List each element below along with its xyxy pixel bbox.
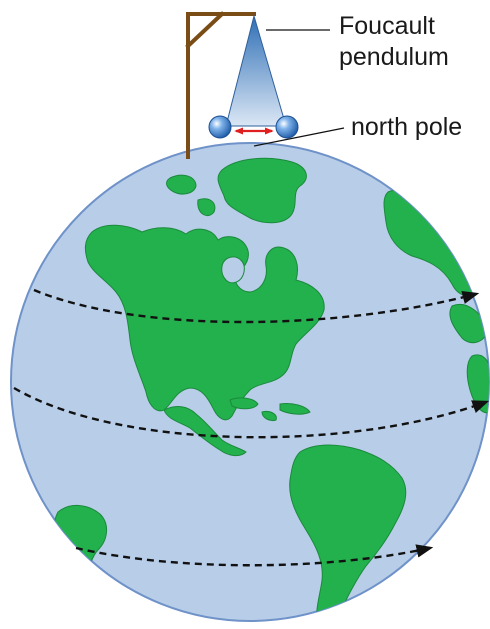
north-america-landmass bbox=[84, 224, 325, 421]
hudson-bay bbox=[221, 256, 245, 284]
pendulum-bob-right bbox=[275, 115, 299, 139]
rotation-arrows bbox=[13, 288, 490, 567]
north-pole-leader-line bbox=[253, 127, 345, 147]
pendulum-cone bbox=[225, 14, 287, 127]
pendulum-label-line1: Foucault bbox=[339, 12, 435, 40]
rotation-arrow-south-icon bbox=[75, 544, 434, 567]
north-pole-label: north pole bbox=[351, 113, 462, 141]
greenland-landmass bbox=[217, 157, 307, 224]
pacific-landmass bbox=[53, 505, 107, 583]
pendulum-label-line2: pendulum bbox=[339, 43, 449, 71]
central-america-landmass bbox=[163, 406, 247, 457]
foucault-pendulum-icon bbox=[208, 14, 299, 139]
pendulum-bob-left bbox=[208, 115, 232, 139]
rotation-arrow-north-icon bbox=[33, 288, 480, 324]
arctic-islands-landmass bbox=[166, 174, 216, 216]
caribbean-islands bbox=[229, 397, 311, 421]
iberia-landmass bbox=[449, 304, 489, 344]
rotation-arrow-equator-icon bbox=[13, 386, 490, 439]
pendulum-support-frame-icon bbox=[185, 11, 256, 159]
